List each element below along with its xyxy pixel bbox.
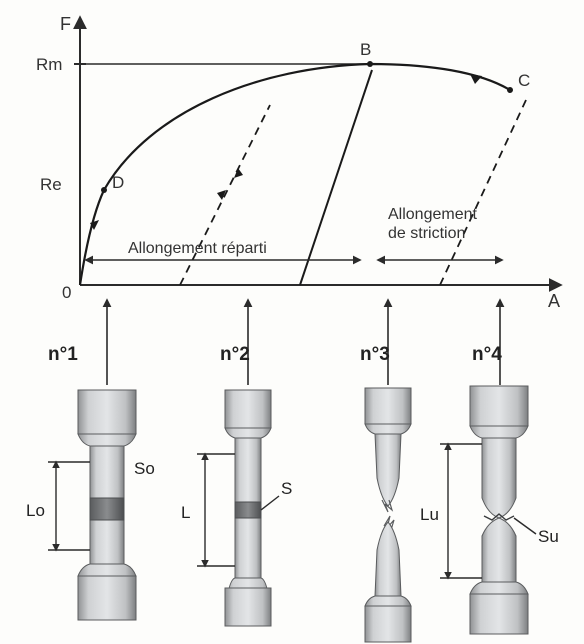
b-unload-line (300, 70, 372, 285)
specimen-2: L S (181, 390, 292, 626)
x-axis-label: A (548, 291, 560, 311)
point-c (507, 87, 513, 93)
specimen-header-4: n°4 (472, 344, 502, 365)
dim-s-label: S (281, 479, 292, 498)
region2-label-l2: de striction (388, 225, 465, 242)
origin-label: 0 (62, 283, 71, 302)
dash-arrow-1b (234, 168, 243, 178)
specimen-3 (365, 388, 411, 642)
point-c-label: C (518, 71, 530, 90)
dim-lu (440, 444, 482, 578)
dim-lo-label: Lo (26, 501, 45, 520)
ytick-re: Re (40, 175, 62, 194)
dim-lo (48, 462, 90, 550)
gauge-band-2 (235, 502, 261, 518)
specimen-header-1: n°1 (48, 344, 78, 365)
dim-lu-label: Lu (420, 505, 439, 524)
curve-arrow-2 (470, 74, 482, 84)
point-b (367, 61, 373, 67)
tensile-chart: F A 0 Re Rm D B C Allongement réparti Al… (36, 14, 560, 311)
point-d (101, 187, 107, 193)
region2-label-l1: Allongement (388, 206, 478, 223)
dim-l (197, 454, 235, 566)
specimen-header-3: n°3 (360, 344, 390, 365)
ytick-rm: Rm (36, 55, 62, 74)
y-axis-label: F (60, 14, 71, 34)
dim-su-label: Su (538, 527, 559, 546)
specimen-header-2: n°2 (220, 344, 250, 365)
region1-label: Allongement réparti (128, 240, 267, 257)
point-b-label: B (360, 40, 371, 59)
point-d-label: D (112, 173, 124, 192)
dim-l-label: L (181, 503, 190, 522)
s-pointer (261, 496, 279, 510)
dim-so-label: So (134, 459, 155, 478)
specimens-row: n°1 n°2 n°3 n°4 Lo So L (26, 300, 559, 642)
gauge-band-1 (90, 498, 124, 520)
specimen-1: Lo So (26, 390, 155, 620)
su-pointer (514, 518, 536, 534)
specimen-4: Lu Su (420, 386, 559, 634)
